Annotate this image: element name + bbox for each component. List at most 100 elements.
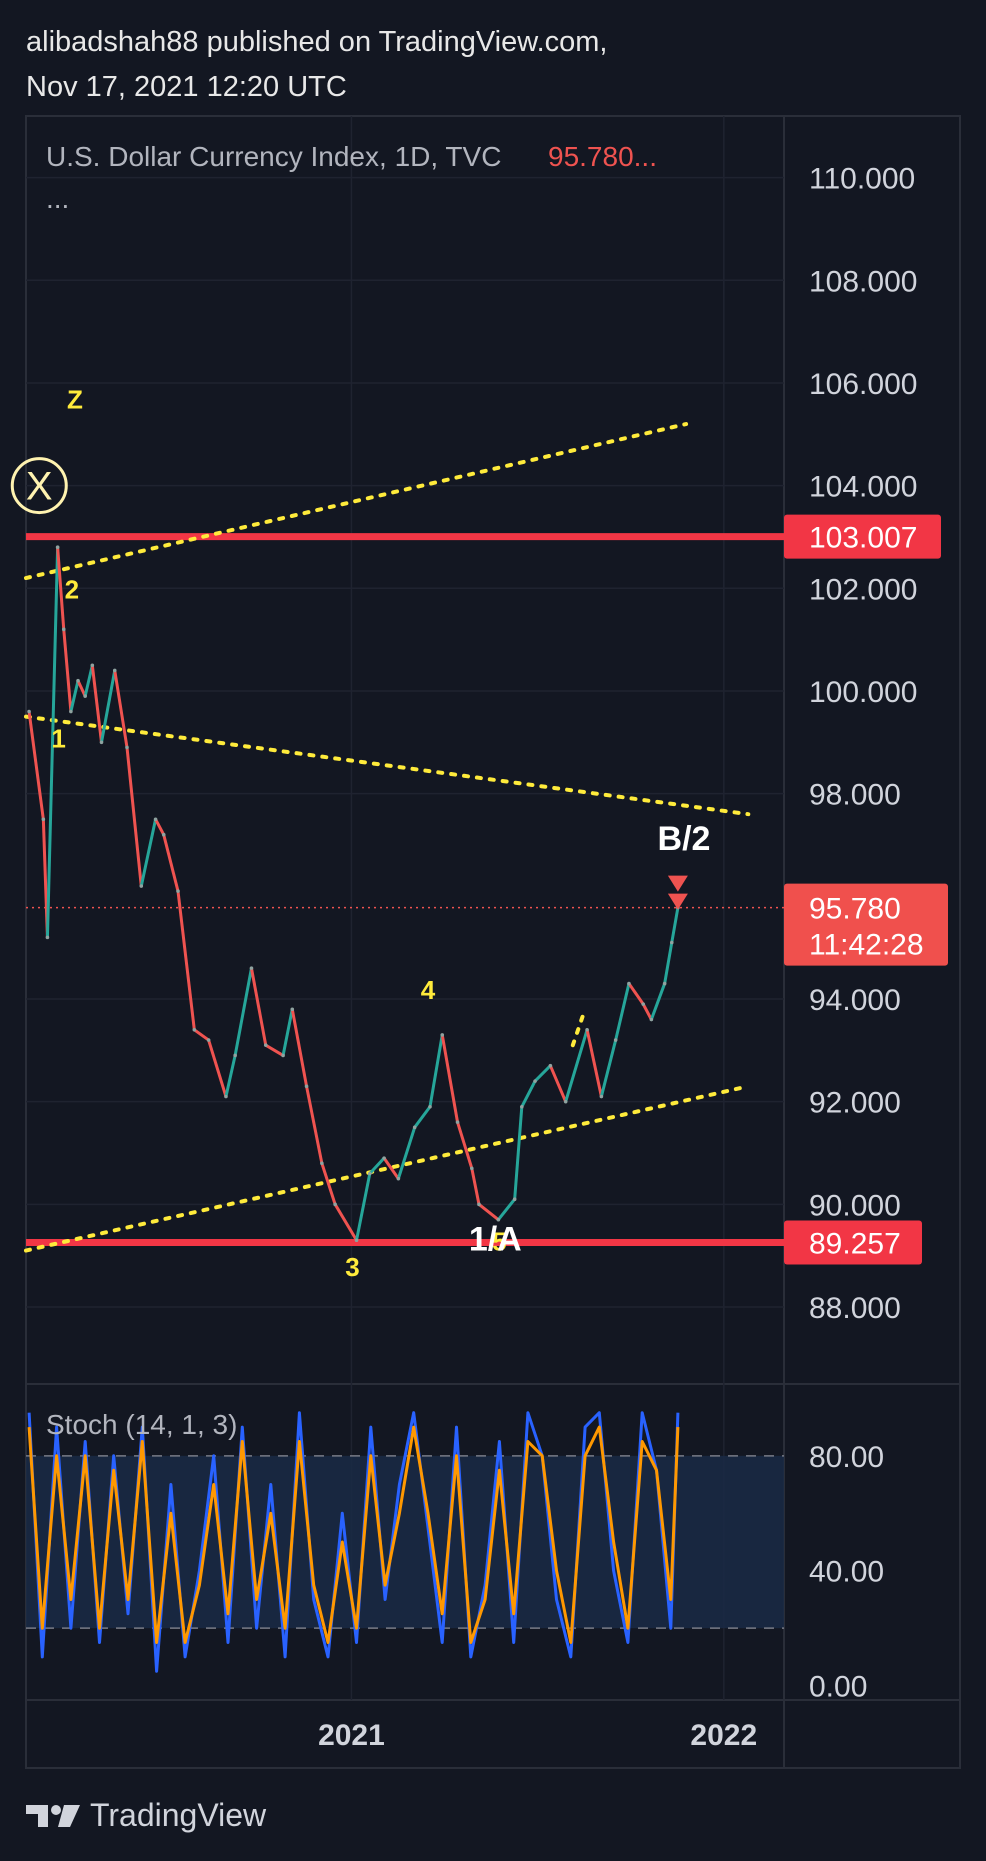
price-point bbox=[354, 1238, 359, 1243]
price-point bbox=[563, 1099, 568, 1104]
price-segment bbox=[564, 1029, 589, 1103]
signal-marker bbox=[667, 893, 688, 910]
price-segment bbox=[139, 818, 158, 887]
price-segment bbox=[456, 1121, 474, 1169]
price-point bbox=[153, 817, 158, 822]
price-segment bbox=[305, 1085, 324, 1164]
price-segment bbox=[478, 1203, 500, 1221]
wave-label: 2 bbox=[65, 575, 79, 605]
price-segment bbox=[162, 834, 180, 892]
price-tick-label: 106.000 bbox=[809, 368, 917, 401]
wave-label: 5 bbox=[492, 1227, 506, 1257]
price-segment bbox=[614, 983, 631, 1041]
price-point bbox=[192, 1027, 197, 1032]
price-segment bbox=[83, 664, 94, 697]
price-tick-label: 110.000 bbox=[809, 163, 915, 196]
tradingview-logo[interactable]: TradingView bbox=[26, 1797, 266, 1834]
price-segment bbox=[264, 1043, 284, 1057]
price-segment bbox=[599, 1039, 618, 1097]
legend-more: ... bbox=[46, 183, 69, 214]
price-point bbox=[69, 709, 73, 714]
price-segment bbox=[440, 1034, 460, 1123]
price-segment bbox=[355, 1173, 372, 1241]
price-segment bbox=[649, 983, 667, 1021]
price-point bbox=[27, 709, 31, 714]
price-point bbox=[333, 1202, 337, 1207]
stoch-tick-label: 40.00 bbox=[809, 1556, 884, 1589]
price-point bbox=[45, 935, 50, 940]
price-segment bbox=[76, 680, 87, 697]
price-point bbox=[599, 1094, 604, 1099]
price-point bbox=[290, 1007, 295, 1012]
publication-header: alibadshah88 published on TradingView.co… bbox=[26, 20, 608, 110]
wave-label: 4 bbox=[421, 975, 436, 1005]
price-segment bbox=[534, 1064, 552, 1083]
time-tick-label: 2021 bbox=[318, 1719, 385, 1752]
price-point bbox=[512, 1197, 517, 1201]
price-point bbox=[233, 1053, 237, 1058]
price-point bbox=[61, 627, 66, 632]
price-tick-label: 108.000 bbox=[809, 265, 917, 298]
last-price-label: 95.780 bbox=[809, 893, 901, 926]
price-segment bbox=[69, 680, 80, 712]
wave-label: 1/A bbox=[469, 1221, 522, 1259]
price-segment bbox=[663, 942, 674, 984]
wave-label-circle bbox=[10, 457, 68, 515]
price-segment bbox=[45, 547, 60, 938]
price-point bbox=[99, 740, 104, 745]
price-segment bbox=[413, 1105, 432, 1129]
price-point bbox=[613, 1038, 618, 1042]
price-point bbox=[139, 884, 144, 888]
trendline bbox=[24, 1084, 751, 1253]
stoch-tick-label: 80.00 bbox=[809, 1441, 884, 1474]
price-segment bbox=[56, 547, 66, 630]
trendline bbox=[24, 714, 751, 817]
price-segment bbox=[290, 1008, 309, 1087]
stoch-tick-label: 0.00 bbox=[809, 1671, 867, 1704]
price-segment bbox=[100, 670, 117, 743]
price-segment bbox=[585, 1029, 603, 1097]
price-point bbox=[249, 966, 254, 970]
price-point bbox=[368, 1171, 372, 1176]
price-segment bbox=[513, 1106, 524, 1200]
price-tick-label: 88.000 bbox=[809, 1292, 901, 1325]
price-point bbox=[533, 1079, 537, 1083]
price-point bbox=[161, 832, 166, 837]
wave-label: 3 bbox=[345, 1252, 359, 1282]
price-point bbox=[520, 1104, 524, 1109]
price-segment bbox=[497, 1198, 516, 1221]
price-point bbox=[548, 1063, 553, 1068]
stoch-title: Stoch (14, 1, 3) bbox=[46, 1409, 237, 1440]
price-segment bbox=[670, 907, 680, 943]
price-point bbox=[176, 889, 180, 893]
price-point bbox=[320, 1161, 324, 1166]
price-segment bbox=[627, 982, 645, 1005]
price-point bbox=[281, 1053, 285, 1058]
price-tick-label: 100.000 bbox=[809, 676, 917, 709]
price-point bbox=[125, 745, 129, 750]
wave-label: B/2 bbox=[658, 820, 711, 858]
publish-date: Nov 17, 2021 12:20 UTC bbox=[26, 71, 347, 103]
price-segment bbox=[396, 1126, 417, 1180]
level-price-label: 103.007 bbox=[809, 522, 917, 555]
price-segment bbox=[193, 1028, 210, 1042]
price-segment bbox=[154, 818, 166, 836]
price-segment bbox=[125, 747, 143, 887]
price-segment bbox=[27, 711, 45, 820]
price-point bbox=[496, 1217, 501, 1222]
price-point bbox=[263, 1043, 268, 1047]
price-point bbox=[585, 1027, 589, 1032]
price-tick-label: 92.000 bbox=[809, 1087, 901, 1120]
price-segment bbox=[207, 1039, 228, 1097]
chart-frame bbox=[25, 115, 961, 1769]
signal-marker bbox=[667, 875, 688, 892]
price-point bbox=[90, 663, 95, 668]
chart-title: U.S. Dollar Currency Index, 1D, TVC bbox=[46, 141, 501, 172]
price-tick-label: 104.000 bbox=[809, 471, 917, 504]
price-point bbox=[428, 1104, 432, 1109]
level-price-label: 89.257 bbox=[809, 1227, 901, 1260]
price-segment bbox=[428, 1034, 444, 1108]
price-segment bbox=[249, 967, 268, 1046]
price-point bbox=[649, 1017, 654, 1022]
